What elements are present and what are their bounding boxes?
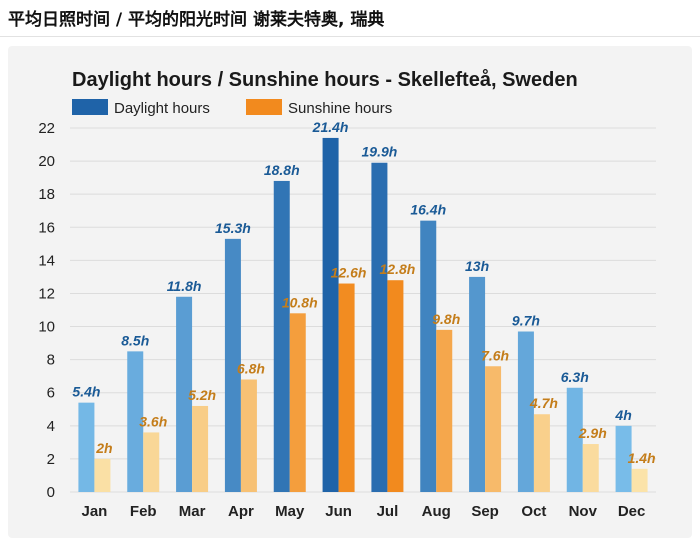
y-tick-label: 22 (38, 120, 55, 137)
daylight-data-label: 15.3h (215, 220, 251, 236)
daylight-bar (517, 331, 534, 492)
sunshine-bar (143, 432, 160, 492)
legend-label-sunshine: Sunshine hours (288, 100, 392, 117)
sunshine-data-label: 7.6h (481, 347, 509, 363)
sunshine-bar (436, 329, 453, 492)
legend-swatch-sunshine (246, 99, 282, 115)
sunshine-data-label: 4.7h (529, 395, 558, 411)
sunshine-data-label: 12.6h (331, 265, 367, 281)
daylight-bar (273, 180, 290, 493)
y-tick-label: 20 (38, 153, 55, 170)
x-tick-label: May (275, 503, 305, 520)
x-tick-label: Nov (569, 503, 598, 520)
y-tick-label: 0 (47, 484, 55, 501)
legend: Daylight hours Sunshine hours (72, 99, 392, 117)
legend-swatch-daylight (72, 99, 108, 115)
sunshine-bar (338, 283, 355, 492)
sunshine-bar (94, 458, 111, 492)
daylight-bar (224, 238, 241, 492)
daylight-data-label: 4h (614, 407, 631, 423)
daylight-data-label: 13h (465, 258, 489, 274)
x-tick-label: Mar (179, 503, 206, 520)
page-title: 平均日照时间 / 平均的阳光时间 谢莱夫特奥, 瑞典 (8, 10, 385, 30)
daylight-bar (420, 220, 437, 492)
daylight-bar (127, 351, 144, 492)
sunshine-data-label: 5.2h (188, 387, 216, 403)
sunshine-bar (485, 366, 502, 492)
x-tick-label: Jun (325, 503, 352, 520)
grid-lines (70, 127, 656, 493)
y-tick-label: 12 (38, 285, 55, 302)
y-tick-label: 18 (38, 186, 55, 203)
daylight-data-label: 19.9h (362, 144, 398, 160)
sunshine-bar (582, 444, 599, 492)
y-tick-label: 6 (47, 385, 55, 402)
y-tick-label: 10 (38, 319, 55, 336)
x-tick-label: Jan (81, 503, 107, 520)
sunshine-bar (533, 414, 550, 492)
sunshine-bar (240, 379, 257, 492)
sunshine-bar (192, 405, 209, 492)
daylight-bar (615, 425, 632, 492)
daylight-bar (176, 296, 193, 492)
sunshine-bar (387, 280, 404, 492)
bars: 5.4h 2h 8.5h 3.6h 11.8h 5.2h 15.3h 6.8h 18.8h 10.… (72, 119, 656, 493)
x-tick-label: Jul (377, 503, 399, 520)
x-tick-label: Oct (521, 503, 546, 520)
daylight-data-label: 8.5h (121, 332, 149, 348)
daylight-data-label: 18.8h (264, 162, 300, 178)
daylight-sunshine-chart: Daylight hours / Sunshine hours - Skelle… (38, 68, 656, 520)
sunshine-data-label: 3.6h (139, 413, 167, 429)
daylight-bar (322, 137, 339, 492)
y-tick-label: 14 (38, 252, 55, 269)
sunshine-data-label: 2.9h (578, 425, 607, 441)
daylight-data-label: 16.4h (410, 202, 446, 218)
y-tick-label: 2 (47, 451, 55, 468)
y-tick-label: 16 (38, 219, 55, 236)
sunshine-data-label: 6.8h (237, 360, 265, 376)
daylight-data-label: 6.3h (561, 369, 589, 385)
x-tick-label: Aug (422, 503, 451, 520)
daylight-data-label: 5.4h (72, 384, 100, 400)
sunshine-data-label: 10.8h (282, 294, 318, 310)
chart-card: Daylight hours / Sunshine hours - Skelle… (8, 46, 692, 538)
y-axis: 0 2 4 6 8 10 12 14 16 18 20 22 (38, 120, 55, 501)
x-tick-label: Apr (228, 503, 254, 520)
daylight-bar (78, 402, 95, 492)
sunshine-data-label: 9.8h (432, 311, 460, 327)
daylight-data-label: 21.4h (312, 119, 349, 135)
y-tick-label: 4 (47, 418, 55, 435)
sunshine-data-label: 2h (95, 440, 112, 456)
legend-label-daylight: Daylight hours (114, 100, 210, 117)
sunshine-bar (631, 468, 648, 492)
daylight-data-label: 9.7h (512, 313, 540, 329)
y-tick-label: 8 (47, 352, 55, 369)
x-tick-label: Feb (130, 503, 157, 520)
sunshine-data-label: 12.8h (380, 261, 416, 277)
sunshine-data-label: 1.4h (628, 450, 656, 466)
sunshine-bar (289, 313, 306, 492)
x-tick-label: Sep (471, 503, 499, 520)
daylight-data-label: 11.8h (167, 278, 202, 294)
daylight-bar (469, 276, 486, 492)
chart-title: Daylight hours / Sunshine hours - Skelle… (72, 68, 578, 91)
x-axis: Jan Feb Mar Apr May Jun Jul Aug Sep Oct Nov Dec (81, 503, 645, 520)
daylight-bar (566, 387, 583, 492)
x-tick-label: Dec (618, 503, 646, 520)
daylight-bar (371, 162, 388, 492)
page-header: 平均日照时间 / 平均的阳光时间 谢莱夫特奥, 瑞典 (0, 0, 700, 37)
